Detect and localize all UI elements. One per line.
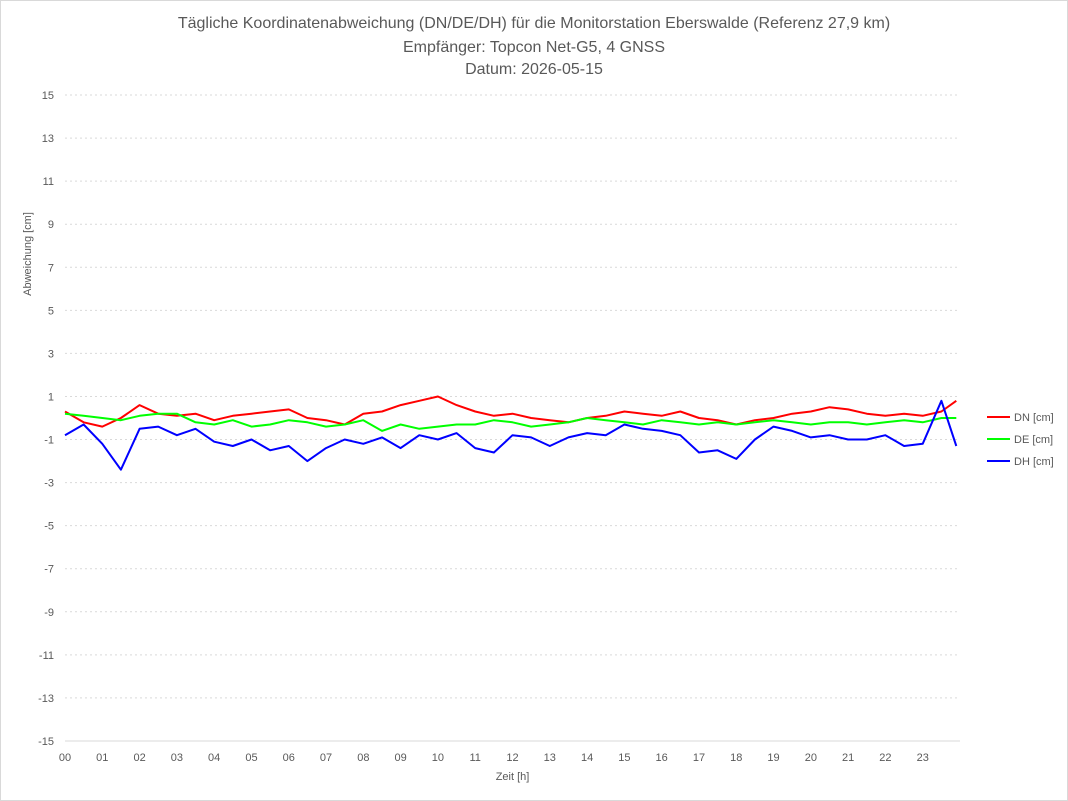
y-tick-label: 13	[42, 133, 54, 145]
y-tick-label: 9	[48, 219, 54, 231]
x-tick-label: 17	[693, 752, 705, 764]
y-tick-label: 3	[48, 348, 54, 360]
x-tick-label: 04	[208, 752, 220, 764]
x-tick-label: 15	[618, 752, 630, 764]
y-tick-label: -9	[44, 607, 54, 619]
series-line-2	[64, 412, 957, 432]
x-tick-label: 05	[245, 752, 257, 764]
x-axis-tick-labels: 00 01 02 03 04 05 06 07 08 09 10 11 12 13 14 15 16 17 18 19…	[59, 752, 929, 764]
x-tick-label: 03	[171, 752, 183, 764]
legend-label: DE [cm]	[1014, 434, 1053, 446]
x-tick-label: 00	[59, 752, 71, 764]
x-tick-label: 11	[469, 752, 480, 764]
chart-title-line-2: Empfänger: Topcon Net-G5, 4 GNSS	[403, 39, 665, 56]
y-tick-label: -15	[38, 736, 54, 748]
y-tick-label: 5	[48, 305, 54, 317]
x-tick-label: 22	[879, 752, 891, 764]
y-tick-label: 15	[42, 90, 54, 102]
chart-title-line-3: Datum: 2026-05-15	[465, 61, 603, 78]
x-tick-label: 01	[96, 752, 108, 764]
x-tick-label: 09	[395, 752, 407, 764]
x-tick-label: 08	[357, 752, 369, 764]
x-tick-label: 06	[283, 752, 295, 764]
y-tick-label: -3	[44, 478, 54, 490]
x-tick-label: 19	[767, 752, 779, 764]
y-tick-label: -5	[44, 521, 54, 533]
legend-label: DH [cm]	[1014, 456, 1054, 468]
y-axis-title: Abweichung [cm]	[22, 212, 34, 296]
x-tick-label: 10	[432, 752, 444, 764]
x-tick-label: 23	[917, 752, 929, 764]
x-tick-label: 13	[544, 752, 556, 764]
y-tick-label: -7	[44, 564, 54, 576]
x-tick-label: 07	[320, 752, 332, 764]
series-lines	[64, 395, 958, 471]
y-tick-label: 7	[48, 262, 54, 274]
x-tick-label: 21	[842, 752, 854, 764]
series-line-1	[64, 395, 957, 428]
y-tick-label: -1	[44, 435, 54, 447]
legend: DN [cm] DE [cm] DH [cm]	[987, 412, 1054, 468]
x-tick-label: 20	[805, 752, 817, 764]
x-tick-label: 16	[656, 752, 668, 764]
x-tick-label: 14	[581, 752, 593, 764]
x-tick-label: 02	[133, 752, 145, 764]
x-axis-title: Zeit [h]	[496, 771, 530, 783]
y-tick-label: 11	[43, 176, 54, 188]
y-tick-label: -11	[39, 650, 54, 662]
gridlines	[65, 94, 960, 699]
chart-title: Tägliche Koordinatenabweichung (DN/DE/DH…	[178, 15, 890, 78]
x-tick-label: 18	[730, 752, 742, 764]
y-tick-label: 1	[48, 391, 54, 403]
x-tick-label: 12	[506, 752, 518, 764]
series-line-3	[64, 399, 958, 471]
y-axis-tick-labels: 15 13 11 9 7 5 3 1 -1 -3 -5 -7 -9 -11 -13 -15	[38, 90, 54, 748]
legend-label: DN [cm]	[1014, 412, 1054, 424]
y-tick-label: -13	[38, 693, 54, 705]
chart-title-line-1: Tägliche Koordinatenabweichung (DN/DE/DH…	[178, 15, 890, 32]
